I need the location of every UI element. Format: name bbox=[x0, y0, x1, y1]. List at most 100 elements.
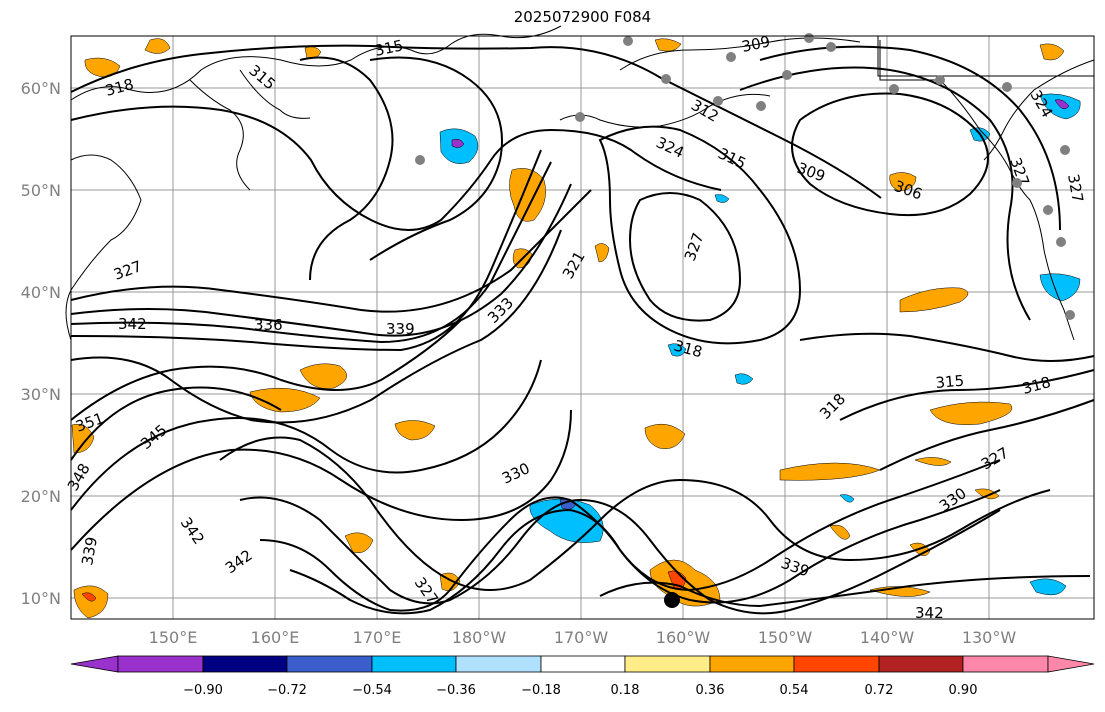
contour-line bbox=[219, 436, 1051, 591]
colorbar-segment bbox=[286, 655, 373, 673]
latitude-label: 60°N bbox=[21, 79, 61, 98]
station-marker bbox=[661, 74, 671, 84]
colorbar-segment bbox=[455, 655, 542, 673]
contour-line bbox=[369, 56, 503, 261]
contour-line bbox=[70, 189, 592, 313]
shade-patch bbox=[81, 592, 97, 602]
colorbar-segment bbox=[371, 655, 457, 673]
station-marker bbox=[623, 36, 633, 46]
contour-line bbox=[791, 92, 989, 217]
contour-label: 327 bbox=[1064, 173, 1087, 204]
latitude-label: 10°N bbox=[21, 589, 61, 608]
longitude-label: 170°E bbox=[353, 628, 402, 647]
contour-label: 342 bbox=[118, 315, 147, 333]
shade-patch bbox=[829, 524, 851, 540]
shade-patch bbox=[299, 363, 347, 389]
contour-line bbox=[70, 229, 562, 424]
contours bbox=[70, 44, 1095, 615]
shade-patch bbox=[509, 168, 546, 222]
contour-line bbox=[839, 369, 1095, 421]
latitude-labels: 60°N 50°N 40°N 30°N 20°N 10°N bbox=[21, 79, 61, 608]
shade-patch bbox=[779, 462, 881, 481]
shade-patch bbox=[451, 138, 465, 148]
station-marker bbox=[1065, 310, 1075, 320]
colorbar-segment bbox=[793, 655, 880, 673]
colorbar-segment bbox=[624, 655, 711, 673]
shade-patch bbox=[344, 532, 374, 553]
shade-patch bbox=[249, 387, 321, 413]
station-marker bbox=[782, 70, 792, 80]
shade-patch bbox=[1054, 99, 1070, 110]
shade-patch bbox=[667, 343, 687, 357]
colorbar-label: −0.18 bbox=[521, 683, 561, 698]
station-marker bbox=[804, 33, 814, 43]
shade-patch bbox=[1039, 273, 1081, 302]
shade-patch bbox=[734, 373, 754, 385]
shade-patch bbox=[394, 420, 436, 441]
contour-line bbox=[70, 161, 552, 344]
colorbar-segment bbox=[709, 655, 795, 673]
longitude-label: 130°W bbox=[962, 628, 1017, 647]
colorbar-segment bbox=[540, 655, 626, 673]
shade-patch bbox=[889, 172, 917, 192]
contour-line bbox=[299, 56, 394, 281]
shade-patch bbox=[899, 287, 969, 313]
contour-label: 315 bbox=[373, 36, 405, 60]
station-marker bbox=[726, 52, 736, 62]
shade-patch bbox=[974, 488, 1000, 500]
station-marker bbox=[826, 42, 836, 52]
contour-line bbox=[259, 459, 1001, 612]
colorbar-segment bbox=[962, 655, 1049, 673]
contour-label: 339 bbox=[78, 535, 101, 566]
station-marker bbox=[756, 101, 766, 111]
shade-patch bbox=[714, 194, 730, 203]
longitude-label: 180°W bbox=[452, 628, 507, 647]
contour-line bbox=[739, 66, 1031, 321]
contour-line bbox=[799, 332, 1095, 362]
contour-label: 336 bbox=[254, 316, 283, 334]
contour-line bbox=[70, 319, 462, 421]
contour-line bbox=[879, 399, 1095, 471]
colorbar-segment bbox=[117, 655, 204, 673]
contour-line bbox=[70, 183, 572, 337]
longitude-label: 150°W bbox=[758, 628, 813, 647]
highlight-marker bbox=[664, 592, 680, 608]
contour-line bbox=[289, 489, 1001, 615]
contour-line bbox=[598, 125, 802, 345]
colorbar-label: 0.18 bbox=[611, 683, 640, 698]
longitude-label: 160°E bbox=[251, 628, 300, 647]
shade-patch bbox=[1029, 578, 1067, 596]
station-markers bbox=[415, 33, 1075, 320]
shade-patch bbox=[839, 494, 855, 503]
colorbar-labels: −0.90 −0.72 −0.54 −0.36 −0.18 0.18 0.36 … bbox=[183, 683, 977, 698]
latitude-label: 20°N bbox=[21, 487, 61, 506]
shade-patch bbox=[644, 423, 686, 449]
station-marker bbox=[575, 112, 585, 122]
map-title: 2025072900 F084 bbox=[513, 8, 652, 26]
contour-line bbox=[70, 44, 882, 199]
station-marker bbox=[1043, 205, 1053, 215]
colorbar-segment bbox=[878, 655, 964, 673]
colorbar-label: 0.36 bbox=[696, 683, 725, 698]
longitude-label: 160°W bbox=[656, 628, 711, 647]
contour-label: 315 bbox=[935, 372, 965, 392]
colorbar-label: 0.90 bbox=[949, 683, 978, 698]
colorbar bbox=[70, 655, 1095, 673]
station-marker bbox=[1002, 82, 1012, 92]
shade-patch bbox=[144, 38, 171, 54]
contour-line bbox=[239, 496, 1001, 615]
contour-line bbox=[599, 575, 1091, 608]
station-marker bbox=[1056, 237, 1066, 247]
shade-patch bbox=[654, 38, 682, 52]
station-marker bbox=[1012, 178, 1022, 188]
latitude-label: 50°N bbox=[21, 181, 61, 200]
gridlines bbox=[71, 36, 1094, 619]
colorbar-label: −0.36 bbox=[436, 683, 476, 698]
shade-patch bbox=[71, 424, 95, 454]
colorbar-label: −0.90 bbox=[183, 683, 223, 698]
shade-patch bbox=[914, 457, 952, 466]
colorbar-label: 0.72 bbox=[865, 683, 894, 698]
shade-patch bbox=[1039, 43, 1065, 61]
shade-patch bbox=[594, 243, 610, 263]
